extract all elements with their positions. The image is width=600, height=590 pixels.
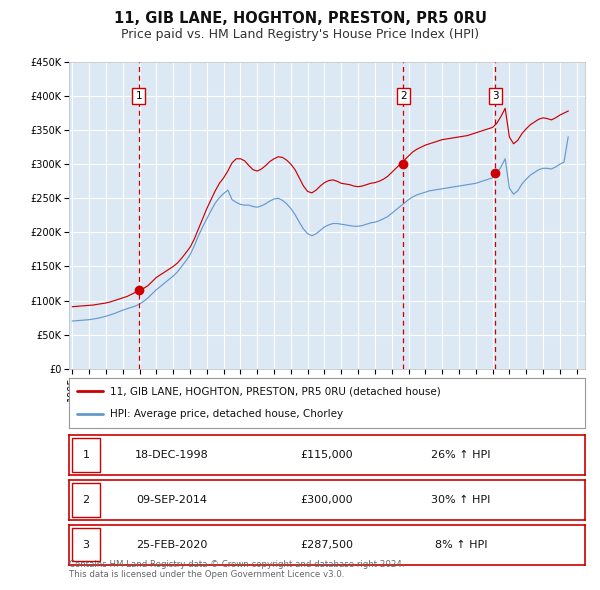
Text: 26% ↑ HPI: 26% ↑ HPI — [431, 450, 491, 460]
Text: HPI: Average price, detached house, Chorley: HPI: Average price, detached house, Chor… — [110, 409, 343, 419]
Text: 2: 2 — [400, 91, 407, 101]
Text: Price paid vs. HM Land Registry's House Price Index (HPI): Price paid vs. HM Land Registry's House … — [121, 28, 479, 41]
Text: 18-DEC-1998: 18-DEC-1998 — [136, 450, 209, 460]
Text: 11, GIB LANE, HOGHTON, PRESTON, PR5 0RU: 11, GIB LANE, HOGHTON, PRESTON, PR5 0RU — [113, 11, 487, 27]
Text: £300,000: £300,000 — [301, 495, 353, 504]
Text: 1: 1 — [83, 450, 89, 460]
FancyBboxPatch shape — [71, 483, 100, 517]
FancyBboxPatch shape — [71, 527, 100, 562]
Text: 8% ↑ HPI: 8% ↑ HPI — [435, 540, 487, 549]
FancyBboxPatch shape — [71, 438, 100, 472]
Text: 09-SEP-2014: 09-SEP-2014 — [137, 495, 208, 504]
Text: 25-FEB-2020: 25-FEB-2020 — [137, 540, 208, 549]
Text: 1: 1 — [136, 91, 142, 101]
Text: 3: 3 — [83, 540, 89, 549]
Text: 3: 3 — [492, 91, 499, 101]
Text: 2: 2 — [82, 495, 89, 504]
Text: 30% ↑ HPI: 30% ↑ HPI — [431, 495, 491, 504]
Text: £287,500: £287,500 — [301, 540, 353, 549]
Text: 11, GIB LANE, HOGHTON, PRESTON, PR5 0RU (detached house): 11, GIB LANE, HOGHTON, PRESTON, PR5 0RU … — [110, 386, 441, 396]
Text: Contains HM Land Registry data © Crown copyright and database right 2024.
This d: Contains HM Land Registry data © Crown c… — [69, 560, 404, 579]
Text: £115,000: £115,000 — [301, 450, 353, 460]
